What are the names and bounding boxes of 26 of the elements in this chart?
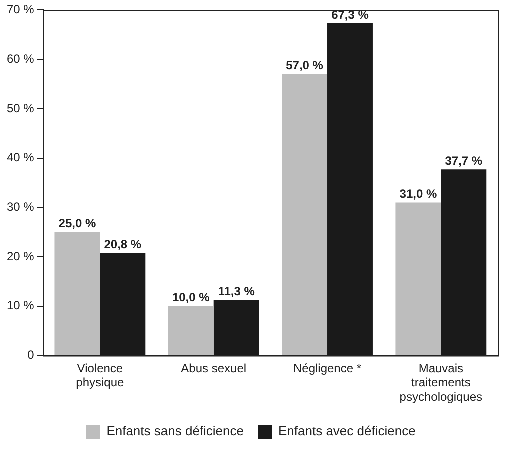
y-tick-label: 20 % bbox=[6, 249, 35, 264]
data-label: 25,0 % bbox=[58, 216, 96, 231]
data-label: 31,0 % bbox=[400, 187, 438, 202]
data-label: 11,3 % bbox=[218, 284, 256, 298]
data-label: 57,0 % bbox=[286, 58, 324, 73]
y-tick-label: 60 % bbox=[6, 52, 35, 66]
y-tick-label: 40 % bbox=[6, 150, 35, 165]
x-tick-label: Négligence * bbox=[293, 361, 362, 376]
y-tick-label: 30 % bbox=[6, 200, 35, 214]
data-label: 37,7 % bbox=[445, 154, 483, 168]
bar bbox=[396, 202, 442, 356]
data-label: 10,0 % bbox=[172, 290, 210, 305]
x-tick-label: Mauvais traitements psychologiques bbox=[400, 361, 483, 404]
y-tick-label: 50 % bbox=[6, 101, 35, 116]
bar bbox=[168, 306, 214, 356]
y-tick-label: 0 bbox=[28, 348, 35, 362]
bar bbox=[54, 232, 100, 356]
data-label: 67,3 % bbox=[332, 8, 370, 22]
x-tick-label: Violence physique bbox=[76, 361, 125, 390]
y-tick-label: 10 % bbox=[6, 298, 35, 313]
bar bbox=[282, 74, 328, 356]
data-label: 20,8 % bbox=[104, 237, 142, 252]
x-tick-label: Abus sexuel bbox=[181, 361, 247, 376]
legend-label: Enfants sans déficience bbox=[106, 424, 244, 439]
y-tick-label: 70 % bbox=[6, 2, 35, 17]
legend-label: Enfants avec déficience bbox=[278, 424, 416, 439]
